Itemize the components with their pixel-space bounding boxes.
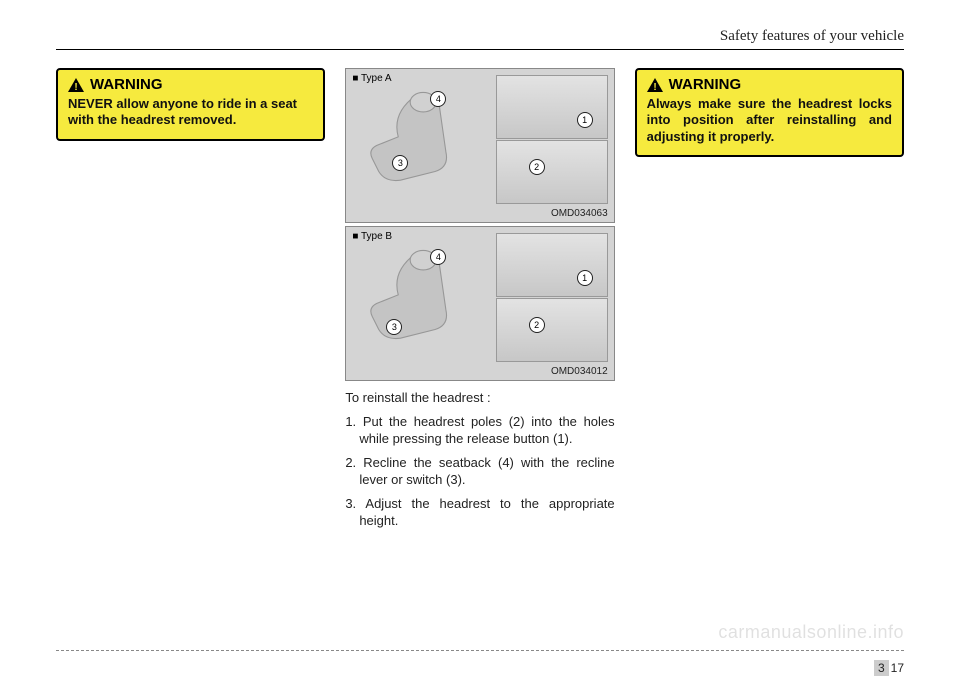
column-left: ! WARNING NEVER allow anyone to ride in …: [56, 68, 325, 536]
header-rule: [56, 49, 904, 50]
figure-inset-bottom: 2: [496, 140, 608, 204]
instruction-step: 3. Adjust the headrest to the appro­pria…: [345, 495, 614, 530]
warning-triangle-icon: !: [647, 78, 663, 92]
manual-page: Safety features of your vehicle ! WARNIN…: [0, 0, 960, 689]
warning-heading: ! WARNING: [647, 76, 892, 93]
figure-inset-bottom: 2: [496, 298, 608, 362]
figure-type-label: ■ Type A: [352, 73, 391, 84]
warning-label: WARNING: [90, 76, 163, 93]
svg-text:!: !: [653, 82, 656, 92]
figure-code: OMD034063: [551, 208, 608, 219]
figure-code: OMD034012: [551, 366, 608, 377]
instruction-intro: To reinstall the headrest :: [345, 389, 614, 407]
seat-illustration-icon: [356, 245, 486, 375]
footer-rule: [56, 650, 904, 651]
section-title: Safety features of your vehicle: [56, 28, 904, 49]
instruction-step: 1. Put the headrest poles (2) into the h…: [345, 413, 614, 448]
page-number: 317: [874, 661, 904, 675]
svg-text:!: !: [74, 82, 77, 92]
warning-box-right: ! WARNING Always make sure the headrest …: [635, 68, 904, 157]
warning-heading: ! WARNING: [68, 76, 313, 93]
column-right: ! WARNING Always make sure the headrest …: [635, 68, 904, 536]
figure-inset-top: 1: [496, 233, 608, 297]
watermark-text: carmanualsonline.info: [718, 622, 904, 643]
page-number-value: 17: [891, 661, 904, 675]
chapter-number: 3: [874, 660, 889, 676]
figure-type-a: ■ Type A 1 2 3 4 OMD034063: [345, 68, 614, 223]
content-columns: ! WARNING NEVER allow anyone to ride in …: [56, 68, 904, 536]
column-center: ■ Type A 1 2 3 4 OMD034063 ■ Type B: [345, 68, 614, 536]
callout-2: 2: [529, 159, 545, 175]
callout-2: 2: [529, 317, 545, 333]
callout-1: 1: [577, 112, 593, 128]
seat-illustration-icon: [356, 87, 486, 217]
figure-inset-top: 1: [496, 75, 608, 139]
instruction-step: 2. Recline the seatback (4) with the rec…: [345, 454, 614, 489]
instruction-text: To reinstall the headrest : 1. Put the h…: [345, 389, 614, 530]
warning-box-left: ! WARNING NEVER allow anyone to ride in …: [56, 68, 325, 141]
figure-type-b: ■ Type B 1 2 3 4 OMD034012: [345, 226, 614, 381]
warning-triangle-icon: !: [68, 78, 84, 92]
warning-text: NEVER allow anyone to ride in a seat wit…: [68, 96, 313, 129]
callout-1: 1: [577, 270, 593, 286]
warning-text: Always make sure the headrest locks into…: [647, 96, 892, 145]
warning-label: WARNING: [669, 76, 742, 93]
figure-type-label: ■ Type B: [352, 231, 392, 242]
